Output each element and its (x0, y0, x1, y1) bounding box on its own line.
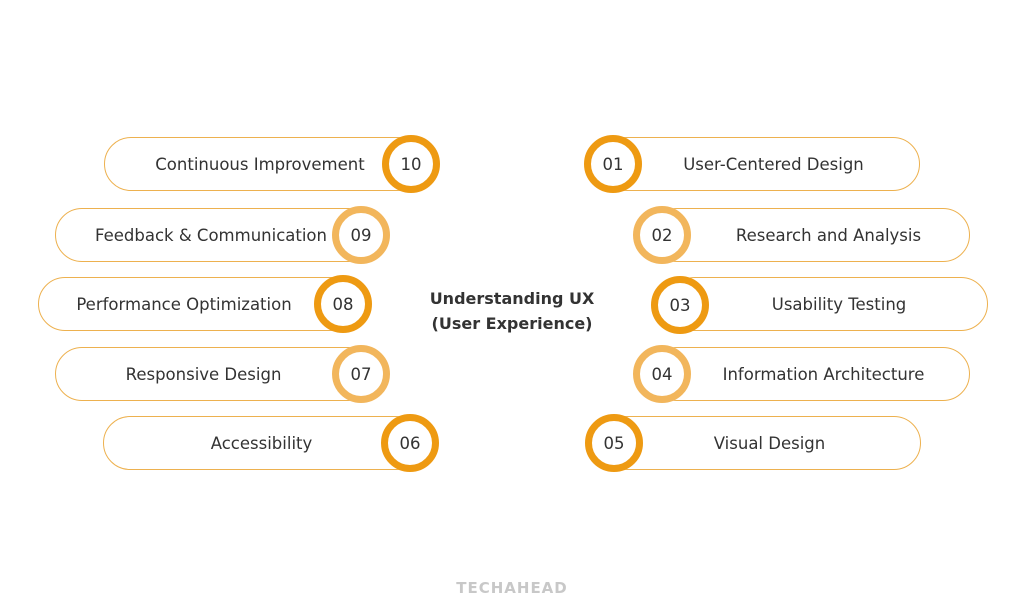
item-label: Performance Optimization (76, 294, 292, 314)
item-label: Research and Analysis (735, 225, 922, 245)
item-09: Feedback & Communication (55, 208, 375, 262)
item-number-04: 04 (633, 345, 691, 403)
item-label: User-Centered Design (683, 154, 864, 174)
item-label: Accessibility (210, 433, 313, 453)
item-number-08: 08 (314, 275, 372, 333)
item-number-01: 01 (584, 135, 642, 193)
item-07: Responsive Design (55, 347, 375, 401)
item-label: Responsive Design (125, 364, 282, 384)
item-01: User-Centered Design (600, 137, 920, 191)
item-label: Continuous Improvement (155, 154, 365, 174)
item-number-02: 02 (633, 206, 691, 264)
item-10: Continuous Improvement (104, 137, 424, 191)
item-number-03: 03 (651, 276, 709, 334)
item-04: Information Architecture (650, 347, 970, 401)
diagram-title: Understanding UX (User Experience) (412, 286, 612, 336)
item-label: Information Architecture (722, 364, 925, 384)
item-number-05: 05 (585, 414, 643, 472)
techahead-logo: TECHAHEAD (456, 579, 568, 597)
title-line-2: (User Experience) (431, 314, 593, 333)
item-label: Usability Testing (771, 294, 907, 314)
item-06: Accessibility (103, 416, 423, 470)
item-08: Performance Optimization (38, 277, 358, 331)
item-label: Feedback & Communication (95, 225, 327, 245)
title-line-1: Understanding UX (429, 289, 595, 308)
item-05: Visual Design (601, 416, 921, 470)
item-03: Usability Testing (668, 277, 988, 331)
item-number-09: 09 (332, 206, 390, 264)
item-number-07: 07 (332, 345, 390, 403)
item-number-10: 10 (382, 135, 440, 193)
item-02: Research and Analysis (650, 208, 970, 262)
item-number-06: 06 (381, 414, 439, 472)
item-label: Visual Design (713, 433, 826, 453)
